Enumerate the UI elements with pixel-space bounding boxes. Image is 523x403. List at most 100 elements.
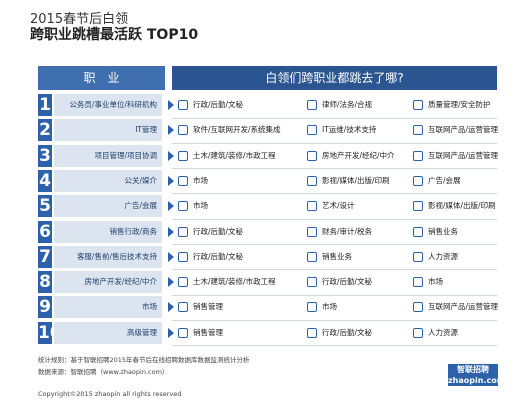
row-separator	[172, 269, 497, 271]
job: 广告/会展	[54, 195, 162, 218]
destination: 影视/媒体/出版/印刷	[322, 175, 390, 185]
destination: 行政/后勤/文秘	[322, 327, 373, 337]
icon	[413, 150, 423, 161]
icon	[307, 175, 317, 186]
destination: 广告/会展	[428, 175, 461, 185]
icon	[178, 150, 188, 161]
icon	[178, 277, 188, 288]
destination: 市场	[322, 302, 337, 312]
destination: 市场	[193, 175, 208, 185]
rank: 1	[38, 94, 52, 116]
icon	[178, 201, 188, 212]
icon	[413, 201, 423, 212]
icon	[307, 226, 317, 237]
row-separator	[172, 244, 497, 245]
arrow	[168, 226, 174, 237]
destination: 财务/审计/税务	[322, 226, 373, 236]
icon	[307, 327, 317, 338]
destination: 软件/互联网开发/系统集成	[193, 125, 281, 135]
destination: 人力资源	[428, 327, 458, 337]
icon	[178, 226, 188, 237]
icon	[178, 175, 188, 186]
destination: 销售业务	[428, 226, 458, 236]
destination: 互联网产品/运营管理	[428, 125, 499, 135]
row-separator	[172, 142, 497, 144]
icon	[413, 327, 423, 338]
title-line2: 跨职业跳槽最活跃 TOP10	[30, 27, 199, 43]
destination: 销售管理	[193, 327, 223, 337]
job: 房地产开发/经纪/中介	[54, 271, 162, 294]
title-line1: 2015春节后白领	[30, 12, 129, 27]
logo: 智联招聘 zhaopin.com	[448, 364, 506, 386]
icon	[413, 100, 423, 110]
destination: 行政/后勤/文秘	[322, 277, 373, 287]
icon	[413, 125, 423, 136]
rank: 6	[38, 220, 52, 243]
column-header: 职 业	[38, 66, 165, 90]
arrow	[168, 251, 174, 262]
arrow	[168, 125, 174, 136]
icon	[307, 150, 317, 161]
rank: 5	[38, 195, 52, 218]
job: IT管理	[54, 119, 162, 142]
rank: 8	[38, 271, 52, 294]
destination: 互联网产品/运营管理	[428, 302, 499, 312]
row-separator	[172, 319, 497, 321]
icon	[178, 251, 188, 262]
rank: 7	[38, 245, 52, 268]
destination: IT运维/技术支持	[322, 125, 377, 135]
destination: 艺术/设计	[322, 201, 355, 211]
icon	[413, 277, 423, 288]
arrow	[168, 100, 174, 110]
arrow	[168, 150, 174, 161]
destination: 市场	[428, 277, 443, 287]
arrow	[168, 201, 174, 212]
row-separator	[172, 294, 497, 296]
destination: 行政/后勤/文秘	[193, 226, 244, 236]
destination: 人力资源	[428, 251, 458, 261]
icon	[178, 327, 188, 338]
icon	[413, 302, 423, 313]
destination: 销售管理	[193, 302, 223, 312]
footer-rule: 统计规则：基于智联招聘2015年春节后在线招聘数据库数据监测统计分析	[38, 356, 250, 364]
job: 项目管理/项目协调	[54, 144, 162, 167]
job: 市场	[54, 296, 162, 319]
icon	[307, 100, 317, 110]
icon	[413, 175, 423, 186]
rank: 9	[38, 296, 52, 319]
icon	[413, 226, 423, 237]
icon	[307, 125, 317, 136]
row-separator	[172, 117, 497, 119]
icon	[307, 302, 317, 313]
destination: 质量管理/安全防护	[428, 100, 491, 109]
destination: 土木/建筑/装修/市政工程	[193, 277, 276, 287]
arrow	[168, 302, 174, 313]
icon	[178, 302, 188, 313]
icon	[413, 251, 423, 262]
logo-en: zhaopin.com	[448, 376, 506, 385]
rank: 10	[38, 321, 62, 344]
column-header: 白领们跨职业都跳去了哪?	[172, 66, 497, 90]
destination: 行政/后勤/文秘	[193, 251, 244, 261]
rank: 3	[38, 144, 52, 167]
row-separator	[172, 345, 497, 347]
row-separator	[172, 193, 497, 195]
arrow	[168, 277, 174, 288]
logo-cn: 智联招聘	[457, 365, 489, 374]
icon	[307, 277, 317, 288]
rank: 4	[38, 169, 52, 192]
destination: 影视/媒体/出版/印刷	[428, 201, 496, 211]
destination: 行政/后勤/文秘	[193, 100, 244, 109]
icon	[307, 251, 317, 262]
destination: 销售业务	[322, 251, 352, 261]
arrow	[168, 175, 174, 186]
row-separator	[172, 218, 497, 220]
job: 公务员/事业单位/科研机构	[54, 94, 162, 116]
row-separator	[172, 168, 497, 170]
destination: 市场	[193, 201, 208, 211]
destination: 土木/建筑/装修/市政工程	[193, 150, 276, 160]
footer-source: 数据来源：智联招聘（www.zhaopin.com）	[38, 368, 169, 376]
copyright: Copyright©2015 zhaopin all rights reserv…	[38, 390, 182, 398]
icon	[307, 201, 317, 212]
job: 客服/售前/售后技术支持	[54, 245, 162, 268]
